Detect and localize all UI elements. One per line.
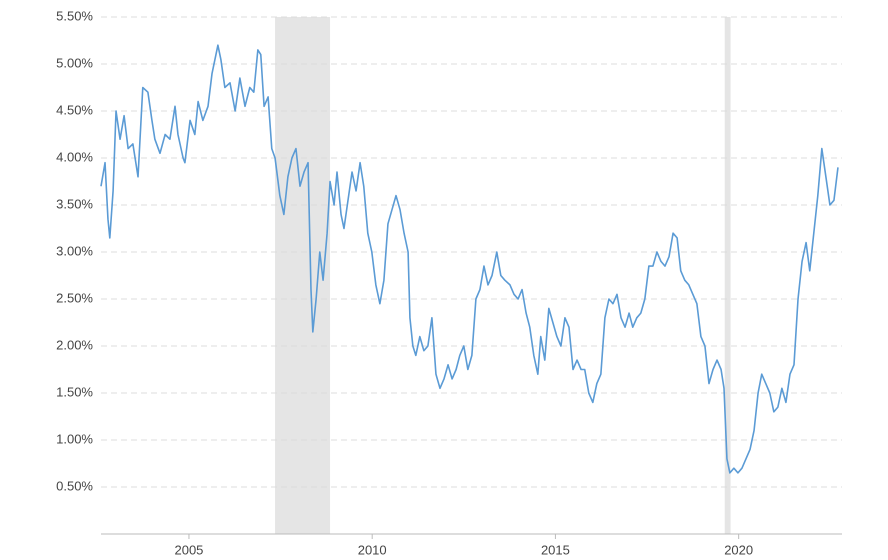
y-tick-label: 2.50%: [56, 290, 93, 305]
recession-band: [275, 17, 331, 534]
recession-band: [724, 17, 731, 534]
y-tick-label: 5.50%: [56, 8, 93, 23]
x-tick-label: 2015: [541, 542, 570, 557]
y-tick-label: 1.50%: [56, 384, 93, 399]
y-tick-label: 5.00%: [56, 55, 93, 70]
y-tick-label: 4.00%: [56, 149, 93, 164]
x-tick-label: 2020: [724, 542, 753, 557]
x-tick-label: 2010: [358, 542, 387, 557]
yield-line: [100, 44, 839, 474]
x-tick-label: 2005: [174, 542, 203, 557]
y-tick-label: 1.00%: [56, 431, 93, 446]
y-tick-label: 2.00%: [56, 337, 93, 352]
y-tick-label: 4.50%: [56, 102, 93, 117]
y-tick-label: 0.50%: [56, 478, 93, 493]
y-tick-label: 3.00%: [56, 243, 93, 258]
y-tick-label: 3.50%: [56, 196, 93, 211]
